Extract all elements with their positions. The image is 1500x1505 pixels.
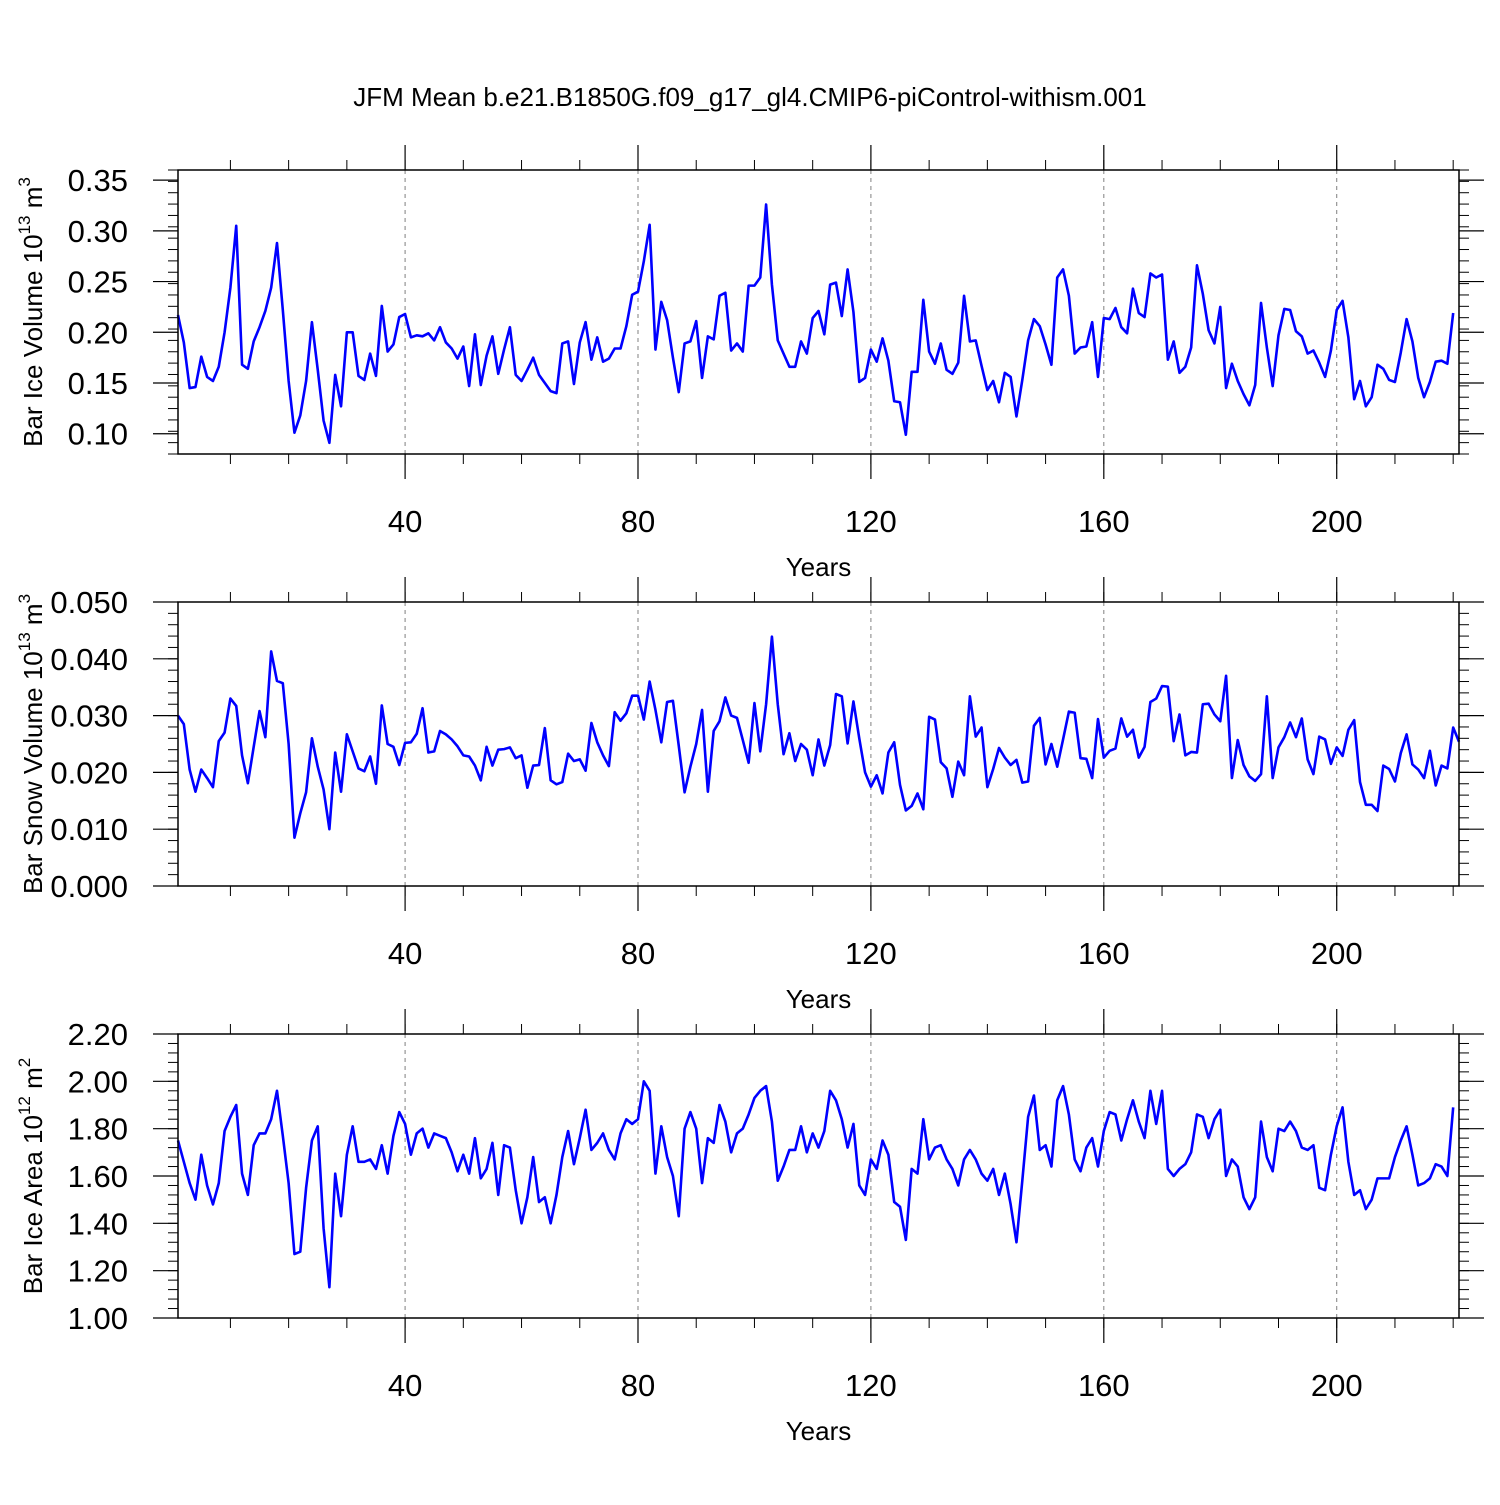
chart-panel-3: 1.00 1.20 1.40 1.60 1.80 2.00 2.20 40 80 120 160 20… [15, 1009, 1484, 1446]
x-tick-label: 40 [388, 1368, 422, 1403]
y-axis-label: Bar Ice Area 1012 m2 [15, 1058, 48, 1295]
y-tick-label: 0.020 [50, 755, 128, 790]
x-tick-label: 40 [388, 936, 422, 971]
y-axis-label-unit: m [18, 187, 48, 216]
y-axis-label-text: Bar Snow Volume 10 [18, 651, 48, 894]
plot-frame [177, 1033, 1460, 1319]
x-tick-label: 200 [1311, 504, 1363, 539]
y-tick-label: 1.00 [68, 1301, 128, 1336]
plot-frame [177, 169, 1460, 455]
y-axis-label: Bar Snow Volume 1013 m3 [15, 594, 48, 894]
y-tick-label: 0.10 [68, 417, 128, 452]
x-tick-label: 40 [388, 504, 422, 539]
y-axis-label-exponent: 13 [15, 215, 34, 234]
plot-frame [177, 601, 1460, 887]
chart-panel-1: 0.10 0.15 0.20 0.25 0.30 0.35 40 80 120 160 200 Yea… [15, 145, 1484, 582]
y-tick-label: 1.20 [68, 1254, 128, 1289]
y-tick-label: 0.30 [68, 214, 128, 249]
y-axis-label-text: Bar Ice Volume 10 [18, 234, 48, 446]
x-tick-label: 160 [1078, 936, 1130, 971]
y-tick-label: 0.000 [50, 869, 128, 904]
y-tick-label: 0.20 [68, 315, 128, 350]
figure-title: JFM Mean b.e21.B1850G.f09_g17_gl4.CMIP6-… [353, 82, 1147, 112]
y-tick-label: 1.40 [68, 1206, 128, 1241]
y-axis-label: Bar Ice Volume 1013 m3 [15, 177, 48, 447]
series-line [176, 203, 1455, 445]
x-tick-label: 160 [1078, 1368, 1130, 1403]
y-tick-label: 0.010 [50, 812, 128, 847]
x-tick-label: 120 [845, 936, 897, 971]
x-tick-label: 120 [845, 504, 897, 539]
x-tick-label: 80 [621, 936, 655, 971]
y-axis-label-text: Bar Ice Area 10 [18, 1115, 48, 1294]
y-tick-label: 0.040 [50, 642, 128, 677]
x-tick-label: 200 [1311, 1368, 1363, 1403]
y-axis-label-unit: m [18, 1067, 48, 1096]
y-axis-label-exponent: 12 [15, 1096, 34, 1115]
y-axis-label-unit-exponent: 2 [15, 1058, 34, 1067]
y-axis-label-unit: m [18, 603, 48, 632]
y-tick-label: 0.35 [68, 163, 128, 198]
series-line [176, 635, 1461, 840]
y-tick-label: 0.030 [50, 699, 128, 734]
x-tick-label: 120 [845, 1368, 897, 1403]
y-tick-label: 0.15 [68, 366, 128, 401]
x-axis-label: Years [786, 552, 852, 582]
x-axis-label: Years [786, 984, 852, 1014]
y-tick-label: 1.80 [68, 1112, 128, 1147]
y-tick-label: 1.60 [68, 1159, 128, 1194]
y-tick-label: 2.00 [68, 1064, 128, 1099]
y-axis-label-unit-exponent: 3 [15, 177, 34, 186]
y-axis-label-exponent: 13 [15, 632, 34, 651]
x-tick-label: 80 [621, 504, 655, 539]
y-tick-label: 0.050 [50, 585, 128, 620]
y-tick-label: 2.20 [68, 1017, 128, 1052]
x-tick-label: 160 [1078, 504, 1130, 539]
chart-panel-2: 0.000 0.010 0.020 0.030 0.040 0.050 40 80 120 160… [15, 577, 1484, 1014]
x-tick-label: 200 [1311, 936, 1363, 971]
y-tick-label: 0.25 [68, 265, 128, 300]
x-tick-label: 80 [621, 1368, 655, 1403]
x-axis-label: Years [786, 1416, 852, 1446]
series-line [176, 1080, 1455, 1289]
y-axis-label-unit-exponent: 3 [15, 594, 34, 603]
